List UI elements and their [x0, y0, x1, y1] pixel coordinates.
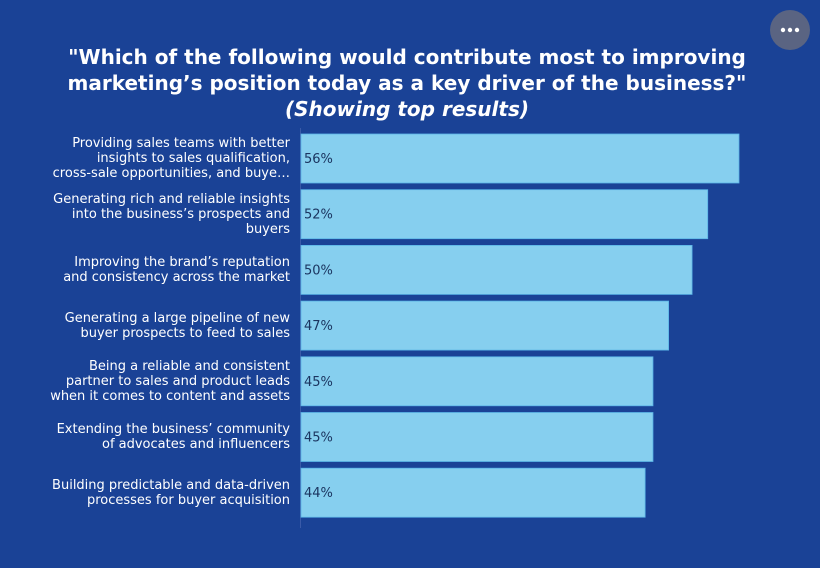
bar-value-label-2: 52%	[304, 208, 333, 223]
more-horizontal-icon	[780, 27, 800, 33]
chart-title-line-1: "Which of the following would contribute…	[68, 45, 746, 69]
bar-3[interactable]	[300, 244, 693, 295]
chart-subtitle: (Showing top results)	[285, 97, 529, 121]
bar-6[interactable]	[300, 412, 654, 462]
bar-value-label-1: 56%	[304, 152, 333, 167]
bar-value-label-4: 47%	[304, 319, 333, 334]
bar-value-label-7: 44%	[304, 486, 333, 501]
bar-value-label-6: 45%	[304, 431, 333, 446]
bar-value-label-5: 45%	[304, 375, 333, 390]
bar-5[interactable]	[300, 356, 654, 407]
chart-title-line-2: marketing’s position today as a key driv…	[67, 71, 747, 95]
chart-menu-button[interactable]	[770, 10, 810, 50]
bar-2[interactable]	[300, 189, 709, 240]
chart-title: "Which of the following would contribute…	[20, 44, 794, 122]
bar-7[interactable]	[300, 467, 646, 518]
bar-4[interactable]	[300, 300, 670, 351]
bar-1[interactable]	[300, 133, 740, 184]
bar-value-label-3: 50%	[304, 263, 333, 278]
